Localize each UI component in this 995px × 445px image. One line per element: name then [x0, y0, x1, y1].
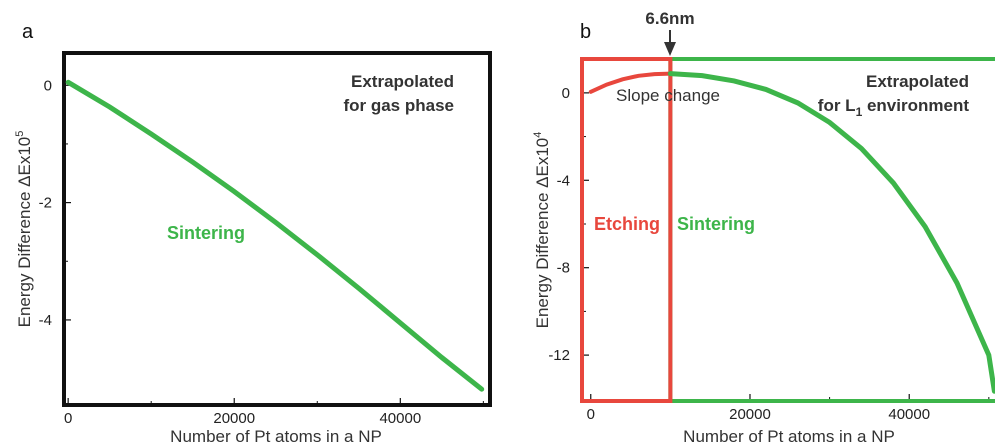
panel-a: a 0 -2 -4 0 20000 40000 Extrapolated for gas… — [14, 21, 492, 445]
panel-b-minor-ticks — [582, 136, 990, 401]
panel-a-x-axis-label: Number of Pt atoms in a NP — [170, 427, 382, 445]
panel-b-x-axis-label: Number of Pt atoms in a NP — [683, 427, 895, 445]
panel-a-y-axis-label-main: Energy Difference ΔEx10 — [15, 137, 34, 328]
y-tick-label: -2 — [39, 195, 52, 212]
y-tick-label: -8 — [557, 260, 570, 277]
panel-b-label: b — [580, 21, 591, 43]
panel-b-annotation-suffix: environment — [862, 96, 969, 115]
panel-a-frame — [62, 51, 492, 407]
panel-b-annotation-line1: Extrapolated — [866, 72, 969, 91]
x-tick-label: 40000 — [379, 410, 421, 427]
y-tick-label: -4 — [39, 312, 52, 329]
panel-a-xticks: 0 20000 40000 — [64, 398, 421, 427]
panel-a-minor-ticks — [64, 143, 484, 405]
x-tick-label: 40000 — [888, 406, 930, 423]
panel-b-size-marker-label: 6.6nm — [645, 9, 694, 28]
panel-b-y-axis-label-exponent: 4 — [532, 132, 544, 138]
panel-a-label: a — [22, 21, 34, 43]
panel-b-annotation-subscript: 1 — [856, 105, 863, 119]
panel-a-annotation-line1: Extrapolated — [351, 72, 454, 91]
panel-b-etching-curve — [588, 71, 673, 94]
panel-a-sintering-label: Sintering — [167, 223, 245, 243]
panel-b-sintering-curve — [667, 71, 995, 394]
y-tick-label: -12 — [548, 347, 570, 364]
panel-b-sintering-label: Sintering — [677, 214, 755, 234]
panel-b-xticks: 0 20000 40000 — [587, 394, 930, 423]
x-tick-label: 0 — [64, 410, 72, 427]
y-tick-label: -4 — [557, 172, 570, 189]
panel-a-yticks: 0 -2 -4 — [39, 77, 71, 329]
panel-b-annotation-line2: for L1 environment — [818, 96, 970, 119]
panel-a-y-axis-label-exponent: 5 — [14, 131, 26, 137]
panel-a-annotation-line2: for gas phase — [343, 96, 454, 115]
x-tick-label: 20000 — [213, 410, 255, 427]
panel-a-y-axis-label: Energy Difference ΔEx105 — [14, 131, 34, 328]
panel-b-size-marker-arrow-icon — [664, 42, 676, 56]
panel-b: b 0 -4 -8 -12 0 20000 40000 6.6nm Slope chang… — [532, 9, 995, 445]
x-tick-label: 0 — [587, 406, 595, 423]
panel-b-etching-region-box — [580, 57, 673, 403]
y-tick-label: 0 — [44, 77, 52, 94]
panel-b-etching-label: Etching — [594, 214, 660, 234]
y-tick-label: 0 — [562, 85, 570, 102]
panel-b-slope-change-label: Slope change — [616, 86, 720, 105]
x-tick-label: 20000 — [729, 406, 771, 423]
panel-b-y-axis-label: Energy Difference ΔEx104 — [532, 132, 552, 329]
panel-a-sintering-curve — [65, 79, 485, 392]
panel-b-y-axis-label-main: Energy Difference ΔEx10 — [533, 138, 552, 329]
panel-b-annotation-prefix: for L — [818, 96, 856, 115]
